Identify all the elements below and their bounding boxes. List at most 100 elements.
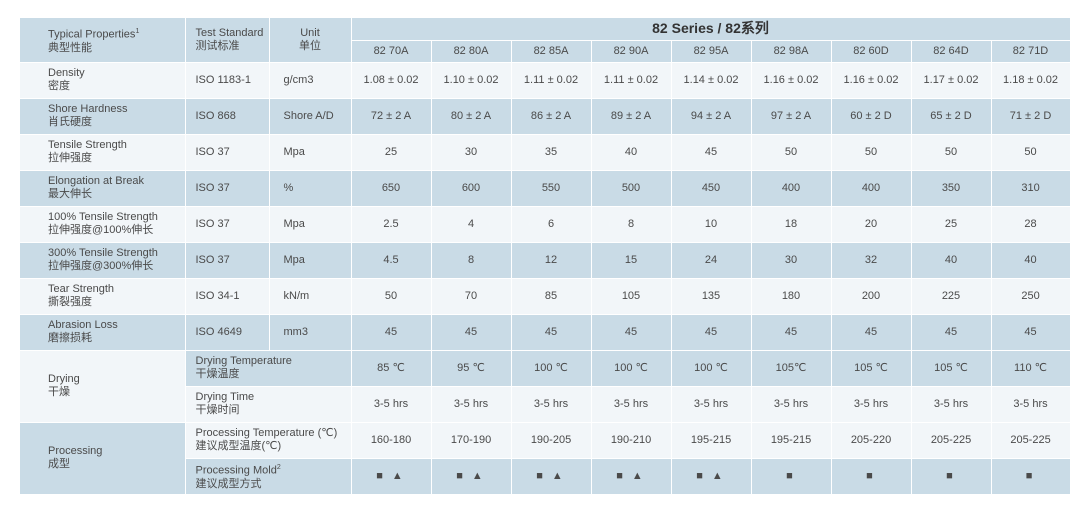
value-cell: 205-225	[991, 422, 1071, 459]
table-row: Abrasion Loss 磨擦损耗 ISO 4649 mm3 45 45 45 45 45 45…	[20, 314, 1071, 351]
value-cell: 1.18 ± 0.02	[991, 62, 1071, 99]
property-name-cell: Elongation at Break 最大伸长	[20, 170, 186, 207]
test-standard-cell: ISO 868	[185, 98, 270, 135]
value-cell: 60 ± 2 D	[831, 98, 912, 135]
value-cell: 50	[351, 278, 432, 315]
value-cell: 1.17 ± 0.02	[911, 62, 992, 99]
test-standard-cell: ISO 37	[185, 242, 270, 279]
mold-symbol-cell: ■ ▲	[591, 458, 672, 495]
drying-sub-label: Drying Time 干燥时间	[185, 386, 352, 423]
value-cell: 40	[991, 242, 1071, 279]
value-cell: 1.11 ± 0.02	[591, 62, 672, 99]
mold-symbol-cell: ■	[991, 458, 1071, 495]
value-cell: 25	[911, 206, 992, 243]
value-cell: 50	[991, 134, 1071, 171]
grade-header: 82 95A	[671, 40, 752, 63]
test-standard-cell: ISO 37	[185, 170, 270, 207]
processing-sub-en: Processing Mold	[195, 464, 277, 477]
property-en: 100% Tensile Strength	[48, 211, 158, 223]
value-cell: 95 ℃	[431, 350, 512, 387]
value-cell: 80 ± 2 A	[431, 98, 512, 135]
property-zh: 拉伸强度	[48, 152, 92, 164]
header-std-en: Test Standard	[195, 26, 264, 39]
value-cell: 12	[511, 242, 592, 279]
property-name-cell: Abrasion Loss 磨擦损耗	[20, 314, 186, 351]
value-cell: 85	[511, 278, 592, 315]
value-cell: 71 ± 2 D	[991, 98, 1071, 135]
property-zh: 最大伸长	[48, 188, 92, 200]
value-cell: 30	[751, 242, 832, 279]
processing-sub-label: Processing Temperature (℃) 建议成型温度(℃)	[185, 422, 352, 459]
property-name-cell: Shore Hardness 肖氏硬度	[20, 98, 186, 135]
test-standard-cell: ISO 37	[185, 134, 270, 171]
value-cell: 190-210	[591, 422, 672, 459]
value-cell: 195-215	[671, 422, 752, 459]
value-cell: 45	[831, 314, 912, 351]
value-cell: 250	[991, 278, 1071, 315]
property-name-cell: Density 密度	[20, 62, 186, 99]
table-row: Tear Strength 撕裂强度 ISO 34-1 kN/m 50 70 85 105 13…	[20, 278, 1071, 315]
value-cell: 195-215	[751, 422, 832, 459]
property-name-cell: Tensile Strength 拉伸强度	[20, 134, 186, 171]
unit-cell: g/cm3	[269, 62, 352, 99]
processing-sub-en: Processing Temperature (℃)	[195, 427, 338, 439]
value-cell: 50	[911, 134, 992, 171]
header-unit-en: Unit	[300, 26, 320, 39]
property-en: Tear Strength	[48, 283, 115, 295]
properties-table: Typical Properties1 典型性能 Test Standard 测…	[20, 18, 1071, 495]
value-cell: 30	[431, 134, 512, 171]
value-cell: 4	[431, 206, 512, 243]
value-cell: 135	[671, 278, 752, 315]
value-cell: 350	[911, 170, 992, 207]
value-cell: 3-5 hrs	[831, 386, 912, 423]
value-cell: 45	[351, 314, 432, 351]
value-cell: 4.5	[351, 242, 432, 279]
value-cell: 45	[511, 314, 592, 351]
unit-cell: Mpa	[269, 242, 352, 279]
property-zh: 肖氏硬度	[48, 116, 92, 128]
unit-cell: kN/m	[269, 278, 352, 315]
value-cell: 45	[911, 314, 992, 351]
value-cell: 100 ℃	[511, 350, 592, 387]
value-cell: 28	[991, 206, 1071, 243]
value-cell: 24	[671, 242, 752, 279]
value-cell: 45	[591, 314, 672, 351]
table-row: Processing 成型 Processing Temperature (℃) 建议…	[20, 422, 1071, 495]
property-zh: 磨擦损耗	[48, 332, 92, 344]
property-en: Shore Hardness	[48, 103, 128, 115]
value-cell: 100 ℃	[591, 350, 672, 387]
grade-header: 82 90A	[591, 40, 672, 63]
mold-symbol-cell: ■ ▲	[671, 458, 752, 495]
value-cell: 105℃	[751, 350, 832, 387]
property-name-cell: 100% Tensile Strength 拉伸强度@100%伸长	[20, 206, 186, 243]
value-cell: 3-5 hrs	[751, 386, 832, 423]
value-cell: 1.11 ± 0.02	[511, 62, 592, 99]
value-cell: 32	[831, 242, 912, 279]
value-cell: 35	[511, 134, 592, 171]
grade-header: 82 70A	[351, 40, 432, 63]
value-cell: 40	[911, 242, 992, 279]
value-cell: 1.14 ± 0.02	[671, 62, 752, 99]
value-cell: 6	[511, 206, 592, 243]
table-row: Tensile Strength 拉伸强度 ISO 37 Mpa 25 30 35 40 45 5…	[20, 134, 1071, 171]
property-name-cell: 300% Tensile Strength 拉伸强度@300%伸长	[20, 242, 186, 279]
table-row: Density 密度 ISO 1183-1 g/cm3 1.08 ± 0.02 1.10 …	[20, 62, 1071, 99]
mold-symbol-cell: ■	[911, 458, 992, 495]
value-cell: 110 ℃	[991, 350, 1071, 387]
property-zh: 拉伸强度@300%伸长	[48, 260, 154, 272]
processing-sub-zh: 建议成型温度(℃)	[195, 440, 282, 452]
value-cell: 400	[751, 170, 832, 207]
unit-cell: Mpa	[269, 134, 352, 171]
value-cell: 205-220	[831, 422, 912, 459]
value-cell: 2.5	[351, 206, 432, 243]
grade-header: 82 64D	[911, 40, 992, 63]
value-cell: 18	[751, 206, 832, 243]
table-row: Shore Hardness 肖氏硬度 ISO 868 Shore A/D 72 ± 2…	[20, 98, 1071, 135]
value-cell: 1.08 ± 0.02	[351, 62, 432, 99]
header-std-zh: 测试标准	[195, 39, 240, 52]
series-title: 82 Series / 82系列	[351, 18, 1071, 41]
unit-cell: mm3	[269, 314, 352, 351]
table-row: Processing Mold2 建议成型方式 ■ ▲ ■ ▲ ■ ▲ ■ ▲ ■ ▲ ■ ■ ■…	[20, 458, 1071, 495]
processing-sub-label: Processing Mold2 建议成型方式	[185, 458, 352, 495]
value-cell: 105 ℃	[911, 350, 992, 387]
